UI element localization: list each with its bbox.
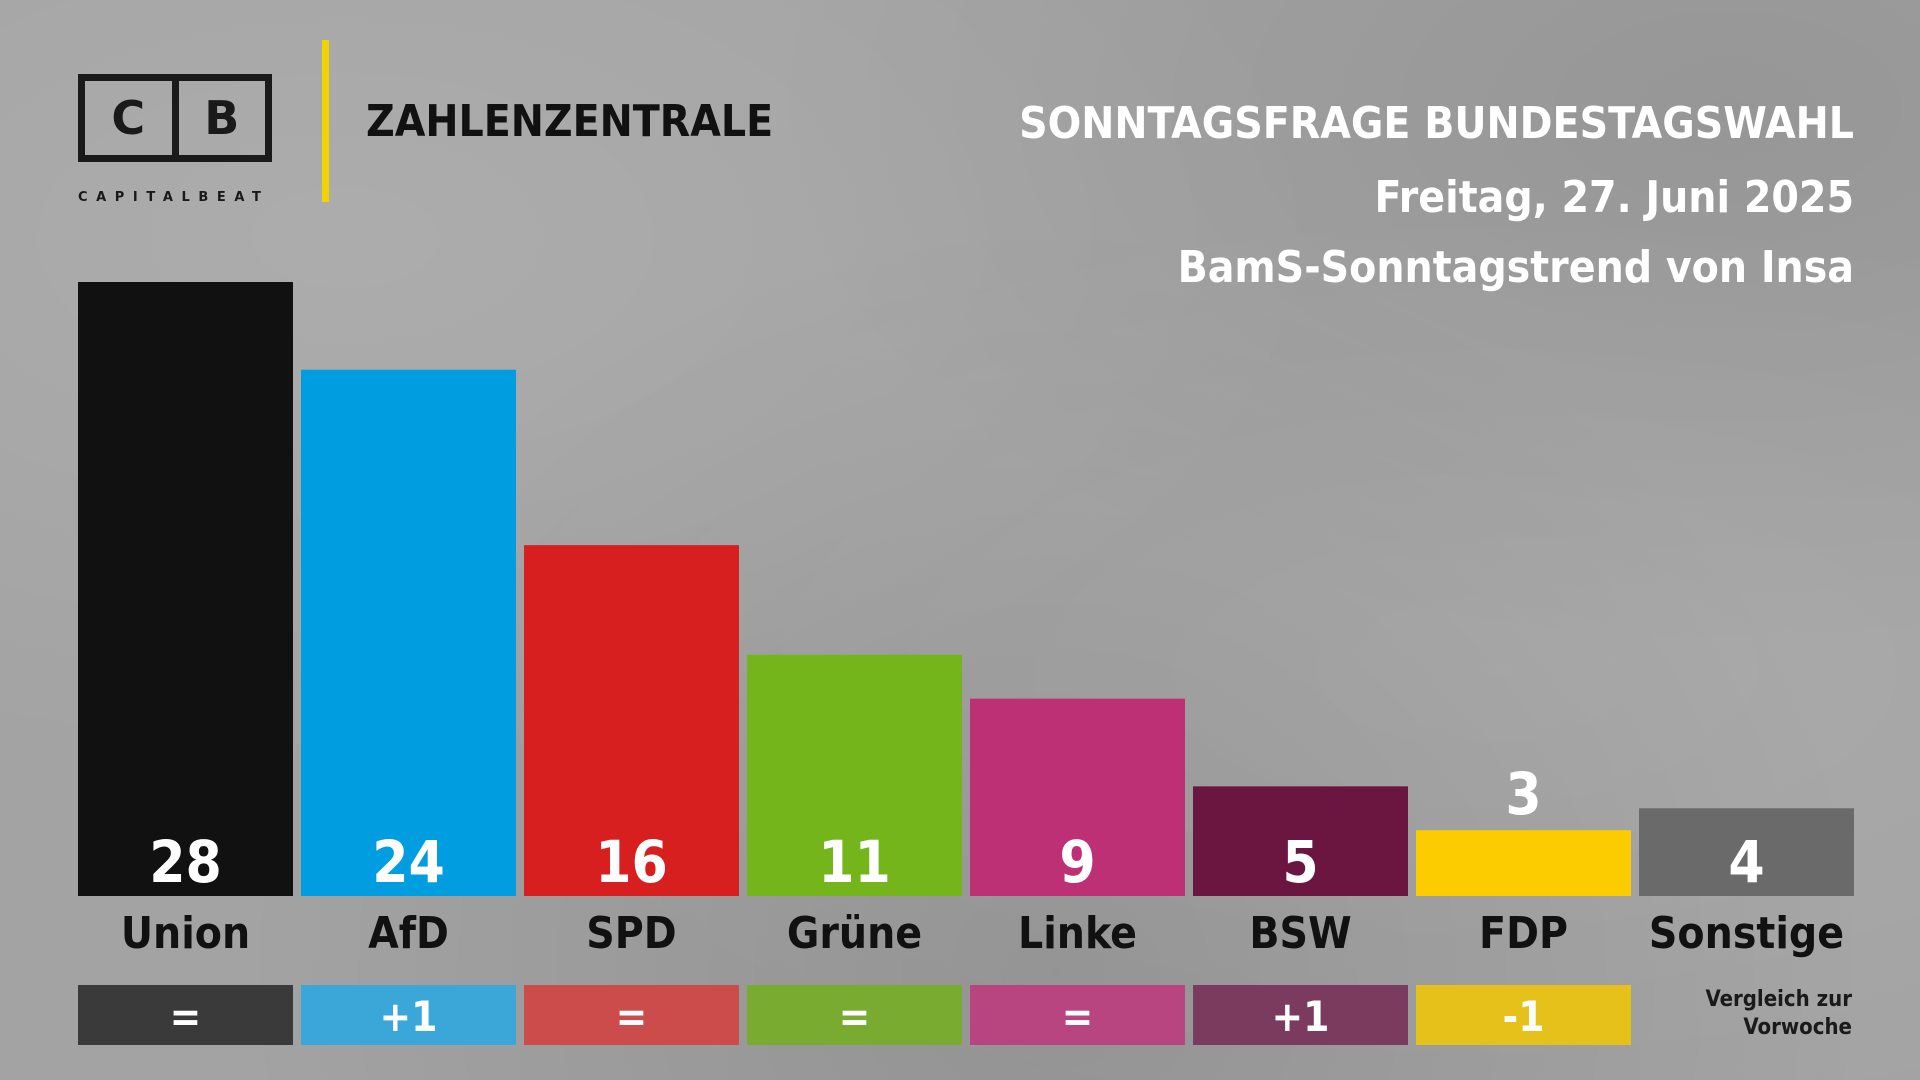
bar-7 <box>1639 808 1854 896</box>
chart-source: BamS-Sonntagstrend von Insa <box>1177 242 1854 293</box>
category-label-2: SPD <box>586 908 676 959</box>
bar-value-label-0: 28 <box>149 828 222 896</box>
comparison-note-line-1: Vergleich zur <box>1705 987 1852 1012</box>
bar-value-label-2: 16 <box>595 828 668 896</box>
change-box-4 <box>970 985 1185 1045</box>
capitalbeat-logo: C B <box>78 74 272 162</box>
category-label-7: Sonstige <box>1649 908 1844 959</box>
bar-value-label-3: 11 <box>818 828 891 896</box>
chart-date: Freitag, 27. Juni 2025 <box>1374 172 1854 223</box>
chart-title: SONNTAGSFRAGE BUNDESTAGSWAHL <box>1019 98 1854 149</box>
change-box-2 <box>524 985 739 1045</box>
bar-2 <box>524 545 739 896</box>
bar-1 <box>301 369 516 896</box>
logo-caption: CAPITALBEAT <box>78 190 270 205</box>
category-label-1: AfD <box>368 908 449 959</box>
bar-value-label-6: 3 <box>1505 760 1541 828</box>
change-box-5 <box>1193 985 1408 1045</box>
change-label-3: = <box>839 992 871 1041</box>
bar-value-label-7: 4 <box>1728 828 1764 896</box>
logo-letter-c: C <box>85 81 179 155</box>
bar-value-label-1: 24 <box>372 828 445 896</box>
bar-4 <box>970 698 1185 896</box>
bar-value-label-5: 5 <box>1282 828 1318 896</box>
logo-letter-b: B <box>204 91 240 145</box>
category-label-6: FDP <box>1479 908 1568 959</box>
category-label-5: BSW <box>1249 908 1351 959</box>
change-label-5: +1 <box>1272 992 1330 1041</box>
change-label-2: = <box>616 992 648 1041</box>
bar-3 <box>747 654 962 896</box>
change-box-6 <box>1416 985 1631 1045</box>
bar-value-label-4: 9 <box>1059 828 1095 896</box>
change-label-4: = <box>1062 992 1094 1041</box>
bar-5 <box>1193 786 1408 896</box>
category-label-3: Grüne <box>787 908 922 959</box>
change-label-0: = <box>170 992 202 1041</box>
category-label-4: Linke <box>1018 908 1137 959</box>
change-box-1 <box>301 985 516 1045</box>
category-label-0: Union <box>121 908 250 959</box>
change-label-1: +1 <box>380 992 438 1041</box>
change-box-3 <box>747 985 962 1045</box>
comparison-note-line-2: Vorwoche <box>1743 1015 1852 1040</box>
change-box-0 <box>78 985 293 1045</box>
bar-0 <box>78 282 293 896</box>
brand-title: ZAHLENZENTRALE <box>366 96 774 147</box>
change-label-6: -1 <box>1503 992 1545 1041</box>
comparison-note: Vergleich zur Vorwoche <box>1705 986 1852 1042</box>
brand-divider <box>322 40 329 202</box>
bar-6 <box>1416 830 1631 896</box>
